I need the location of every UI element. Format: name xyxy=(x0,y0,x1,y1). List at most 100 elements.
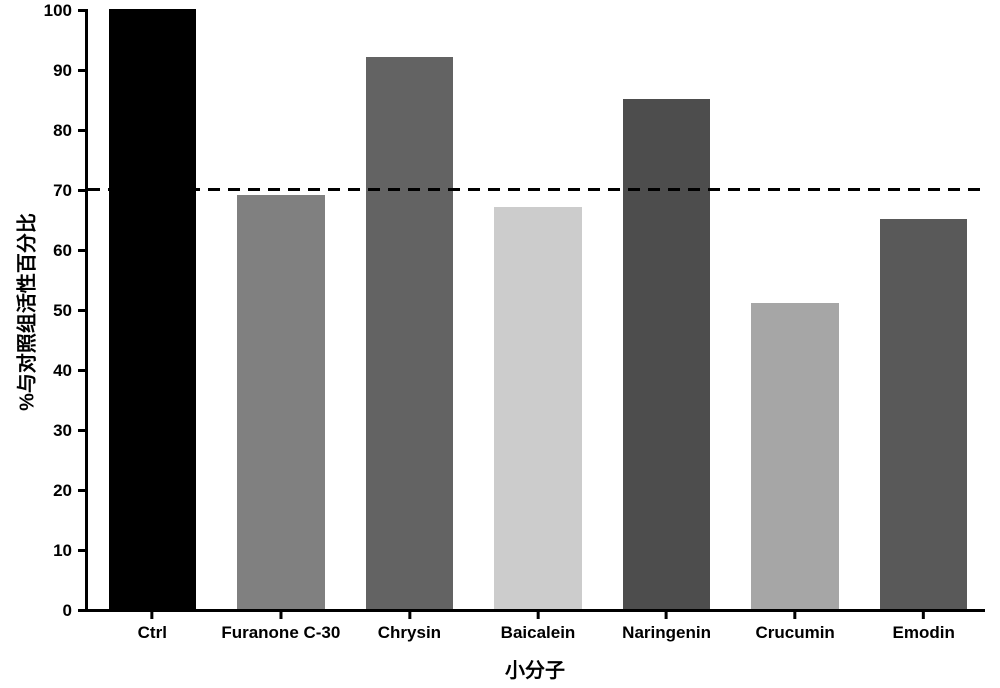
reference-line-dash xyxy=(128,188,140,191)
x-tick: Chrysin xyxy=(378,609,441,643)
y-tick: 20 xyxy=(53,481,88,501)
y-tick-label: 20 xyxy=(53,481,78,501)
reference-line-dash xyxy=(588,188,600,191)
y-axis-label: %与对照组活性百分比 xyxy=(11,213,40,411)
x-tick: Furanone C-30 xyxy=(221,609,340,643)
reference-line-dash xyxy=(168,188,180,191)
reference-line-dash xyxy=(928,188,940,191)
x-tick-mark xyxy=(537,609,540,619)
reference-line-dash xyxy=(508,188,520,191)
reference-line-dash xyxy=(788,188,800,191)
x-tick-label: Furanone C-30 xyxy=(221,619,340,643)
bar-chart: 0 10 20 30 40 50 60 70 80 90 100 Ctrl Furanone C-30 C… xyxy=(0,0,1000,688)
bar xyxy=(623,99,710,609)
reference-line-dash xyxy=(848,188,860,191)
bar xyxy=(109,9,196,609)
y-tick-mark xyxy=(78,309,88,312)
y-tick-mark xyxy=(78,249,88,252)
reference-line-dash xyxy=(768,188,780,191)
reference-line-dash xyxy=(748,188,760,191)
y-tick-mark xyxy=(78,369,88,372)
y-tick: 100 xyxy=(44,1,88,21)
y-tick: 80 xyxy=(53,121,88,141)
y-tick-mark xyxy=(78,9,88,12)
reference-line-dash xyxy=(728,188,740,191)
y-tick-label: 100 xyxy=(44,1,78,21)
bar xyxy=(751,303,838,609)
reference-line-dash xyxy=(88,188,100,191)
y-tick-label: 60 xyxy=(53,241,78,261)
x-tick: Ctrl xyxy=(138,609,167,643)
reference-line-dash xyxy=(708,188,720,191)
reference-line-dash xyxy=(428,188,440,191)
reference-line-dash xyxy=(368,188,380,191)
y-tick: 10 xyxy=(53,541,88,561)
y-tick: 70 xyxy=(53,181,88,201)
reference-line-dash xyxy=(528,188,540,191)
y-tick-label: 40 xyxy=(53,361,78,381)
y-tick-label: 50 xyxy=(53,301,78,321)
x-tick-mark xyxy=(794,609,797,619)
reference-line-dash xyxy=(408,188,420,191)
reference-line-dash xyxy=(968,188,980,191)
bar xyxy=(880,219,967,609)
y-tick-mark xyxy=(78,129,88,132)
bar xyxy=(237,195,324,609)
x-tick-label: Crucumin xyxy=(755,619,834,643)
y-tick: 90 xyxy=(53,61,88,81)
y-tick-label: 10 xyxy=(53,541,78,561)
reference-line-dash xyxy=(348,188,360,191)
reference-line-dash xyxy=(668,188,680,191)
reference-line-dash xyxy=(388,188,400,191)
reference-line-dash xyxy=(628,188,640,191)
bar xyxy=(494,207,581,609)
y-tick: 60 xyxy=(53,241,88,261)
x-tick-label: Naringenin xyxy=(622,619,711,643)
y-tick: 0 xyxy=(63,601,88,621)
reference-line-dash xyxy=(688,188,700,191)
x-tick-mark xyxy=(151,609,154,619)
x-tick-label: Emodin xyxy=(893,619,955,643)
y-tick-label: 0 xyxy=(63,601,78,621)
reference-line-dash xyxy=(608,188,620,191)
x-tick-mark xyxy=(665,609,668,619)
reference-line-dash xyxy=(868,188,880,191)
x-tick-label: Chrysin xyxy=(378,619,441,643)
y-tick-mark xyxy=(78,549,88,552)
y-tick-mark xyxy=(78,609,88,612)
y-tick-label: 90 xyxy=(53,61,78,81)
x-tick: Crucumin xyxy=(755,609,834,643)
x-tick: Naringenin xyxy=(622,609,711,643)
reference-line-dash xyxy=(908,188,920,191)
reference-line-dash xyxy=(248,188,260,191)
reference-line-dash xyxy=(888,188,900,191)
reference-line-dash xyxy=(228,188,240,191)
bar xyxy=(366,57,453,609)
y-tick-label: 80 xyxy=(53,121,78,141)
y-tick-mark xyxy=(78,429,88,432)
reference-line-dash xyxy=(568,188,580,191)
reference-line-dash xyxy=(308,188,320,191)
reference-line-dash xyxy=(948,188,960,191)
x-tick-mark xyxy=(922,609,925,619)
x-tick-label: Ctrl xyxy=(138,619,167,643)
y-tick: 50 xyxy=(53,301,88,321)
x-tick-label: Baicalein xyxy=(501,619,576,643)
reference-line-dash xyxy=(108,188,120,191)
reference-line-dash xyxy=(208,188,220,191)
x-tick-mark xyxy=(279,609,282,619)
y-tick: 40 xyxy=(53,361,88,381)
reference-line-dash xyxy=(148,188,160,191)
reference-line-dash xyxy=(648,188,660,191)
y-tick-mark xyxy=(78,489,88,492)
y-tick-label: 70 xyxy=(53,181,78,201)
reference-line-dash xyxy=(468,188,480,191)
x-tick-mark xyxy=(408,609,411,619)
reference-line-dash xyxy=(288,188,300,191)
x-tick: Baicalein xyxy=(501,609,576,643)
y-tick-label: 30 xyxy=(53,421,78,441)
plot-area: 0102030405060708090100CtrlFuranone C-30C… xyxy=(85,12,985,612)
x-axis-label: 小分子 xyxy=(505,654,565,683)
reference-line-dash xyxy=(808,188,820,191)
reference-line-dash xyxy=(488,188,500,191)
